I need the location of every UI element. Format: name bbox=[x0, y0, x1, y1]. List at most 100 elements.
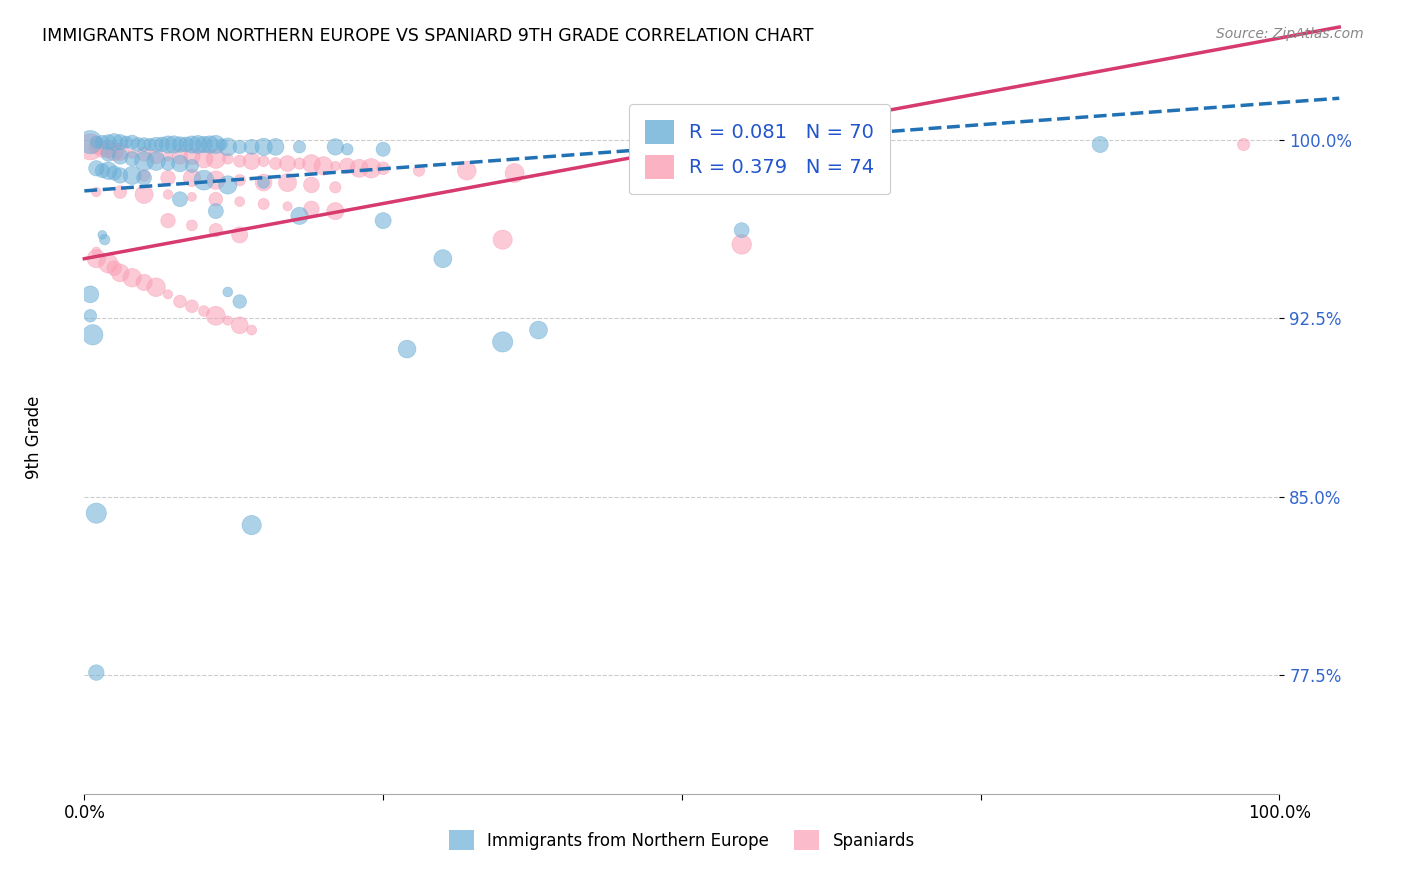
Point bbox=[121, 169, 143, 183]
Point bbox=[82, 327, 104, 342]
Point bbox=[349, 161, 371, 176]
Point bbox=[169, 137, 191, 152]
Point bbox=[181, 219, 204, 233]
Point bbox=[492, 233, 515, 247]
Point bbox=[132, 170, 156, 185]
Point bbox=[217, 285, 239, 299]
Point bbox=[229, 154, 252, 169]
Point bbox=[205, 309, 228, 323]
Point bbox=[205, 137, 228, 152]
Point bbox=[132, 276, 156, 290]
Point bbox=[103, 261, 125, 276]
Point bbox=[150, 137, 173, 152]
Text: 9th Grade: 9th Grade bbox=[24, 395, 42, 479]
Point bbox=[97, 147, 120, 161]
Point bbox=[325, 204, 347, 219]
Point bbox=[157, 213, 180, 227]
Point bbox=[132, 169, 156, 183]
Point bbox=[373, 142, 395, 156]
Point bbox=[97, 135, 120, 149]
Point bbox=[169, 149, 191, 163]
Point bbox=[288, 156, 311, 170]
Point bbox=[97, 142, 120, 156]
Point bbox=[86, 135, 108, 149]
Point bbox=[503, 166, 526, 180]
Point bbox=[91, 163, 114, 178]
Point bbox=[181, 159, 204, 173]
Point bbox=[277, 156, 299, 170]
Point bbox=[325, 159, 347, 173]
Point bbox=[86, 140, 108, 154]
Point bbox=[205, 204, 228, 219]
Point bbox=[121, 135, 143, 149]
Point bbox=[145, 154, 167, 169]
Point bbox=[217, 313, 239, 327]
Point bbox=[79, 140, 101, 154]
Point bbox=[145, 280, 167, 294]
Point bbox=[193, 173, 215, 187]
Point bbox=[132, 147, 156, 161]
Point bbox=[288, 209, 311, 223]
Point bbox=[229, 194, 252, 209]
Point bbox=[181, 170, 204, 185]
Point bbox=[217, 152, 239, 166]
Legend: Immigrants from Northern Europe, Spaniards: Immigrants from Northern Europe, Spaniar… bbox=[443, 823, 921, 857]
Point bbox=[115, 135, 138, 149]
Point bbox=[253, 140, 276, 154]
Point bbox=[301, 202, 323, 216]
Point bbox=[301, 156, 323, 170]
Text: Source: ZipAtlas.com: Source: ZipAtlas.com bbox=[1216, 27, 1364, 41]
Point bbox=[169, 192, 191, 206]
Point bbox=[157, 156, 180, 170]
Point bbox=[132, 137, 156, 152]
Point bbox=[187, 137, 209, 152]
Point bbox=[91, 227, 114, 242]
Point bbox=[277, 199, 299, 213]
Point bbox=[360, 161, 382, 176]
Point bbox=[86, 244, 108, 259]
Point bbox=[181, 190, 204, 204]
Text: IMMIGRANTS FROM NORTHERN EUROPE VS SPANIARD 9TH GRADE CORRELATION CHART: IMMIGRANTS FROM NORTHERN EUROPE VS SPANI… bbox=[42, 27, 814, 45]
Point bbox=[169, 294, 191, 309]
Point bbox=[181, 137, 204, 152]
Point bbox=[121, 152, 143, 166]
Point bbox=[325, 140, 347, 154]
Point bbox=[181, 299, 204, 313]
Point bbox=[157, 287, 180, 301]
Point bbox=[157, 137, 180, 152]
Point bbox=[253, 197, 276, 211]
Point bbox=[253, 154, 276, 169]
Point bbox=[198, 137, 221, 152]
Point bbox=[205, 223, 228, 237]
Point bbox=[253, 176, 276, 190]
Point bbox=[86, 665, 108, 680]
Point bbox=[145, 137, 167, 152]
Point bbox=[93, 233, 115, 247]
Point bbox=[336, 142, 359, 156]
Point bbox=[1233, 137, 1256, 152]
Point bbox=[86, 185, 108, 199]
Point bbox=[86, 161, 108, 176]
Point bbox=[217, 178, 239, 192]
Point bbox=[312, 159, 335, 173]
Point bbox=[253, 176, 276, 190]
Point bbox=[121, 270, 143, 285]
Point bbox=[91, 135, 114, 149]
Point bbox=[396, 342, 419, 356]
Point bbox=[193, 137, 215, 152]
Point bbox=[121, 147, 143, 161]
Point bbox=[86, 506, 108, 520]
Point bbox=[229, 140, 252, 154]
Point bbox=[205, 173, 228, 187]
Point bbox=[86, 252, 108, 266]
Point bbox=[373, 161, 395, 176]
Point bbox=[264, 156, 287, 170]
Point bbox=[527, 323, 550, 337]
Point bbox=[157, 170, 180, 185]
Point bbox=[145, 149, 167, 163]
Point bbox=[79, 287, 101, 301]
Point bbox=[174, 137, 197, 152]
Point bbox=[264, 140, 287, 154]
Point bbox=[1090, 137, 1112, 152]
Point bbox=[193, 304, 215, 318]
